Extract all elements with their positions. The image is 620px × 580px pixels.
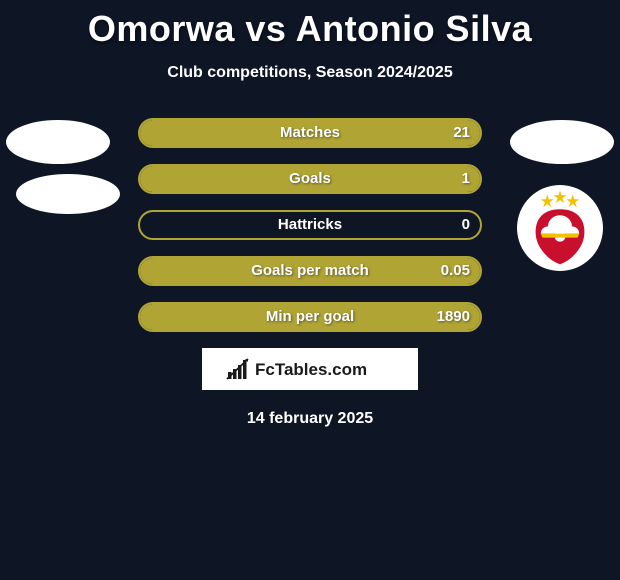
left-player-avatar [6,120,110,164]
attribution-badge: FcTables.com [202,348,418,390]
stat-bar-row: Goals1 [138,164,482,194]
right-player-avatar [510,120,614,164]
page-title: Omorwa vs Antonio Silva [0,0,620,50]
stat-bar-row: Matches21 [138,118,482,148]
stat-bar-label: Goals per match [140,258,480,284]
stat-bar-value-right: 1890 [437,304,470,330]
attribution-text: FcTables.com [255,360,367,379]
stat-bar-label: Goals [140,166,480,192]
stat-bar-row: Min per goal1890 [138,302,482,332]
stat-bar-value-right: 0.05 [441,258,470,284]
stat-bars: Matches21 Goals1 Hattricks0 Goals per match… [138,118,482,332]
stat-bar-label: Min per goal [140,304,480,330]
stat-bar-row: Hattricks0 [138,210,482,240]
subtitle: Club competitions, Season 2024/2025 [0,64,620,82]
stat-bar-value-right: 1 [462,166,470,192]
left-team-badge [16,174,120,214]
footer-date: 14 february 2025 [0,410,620,428]
stat-bar-row: Goals per match0.05 [138,256,482,286]
right-team-badge [517,185,603,271]
stat-bar-label: Hattricks [140,212,480,238]
benfica-badge-icon [520,188,600,268]
fctables-logo-icon: FcTables.com [225,355,395,383]
comparison-panel: Matches21 Goals1 Hattricks0 Goals per match… [0,118,620,428]
stat-bar-value-right: 21 [453,120,470,146]
stat-bar-label: Matches [140,120,480,146]
stat-bar-value-right: 0 [462,212,470,238]
